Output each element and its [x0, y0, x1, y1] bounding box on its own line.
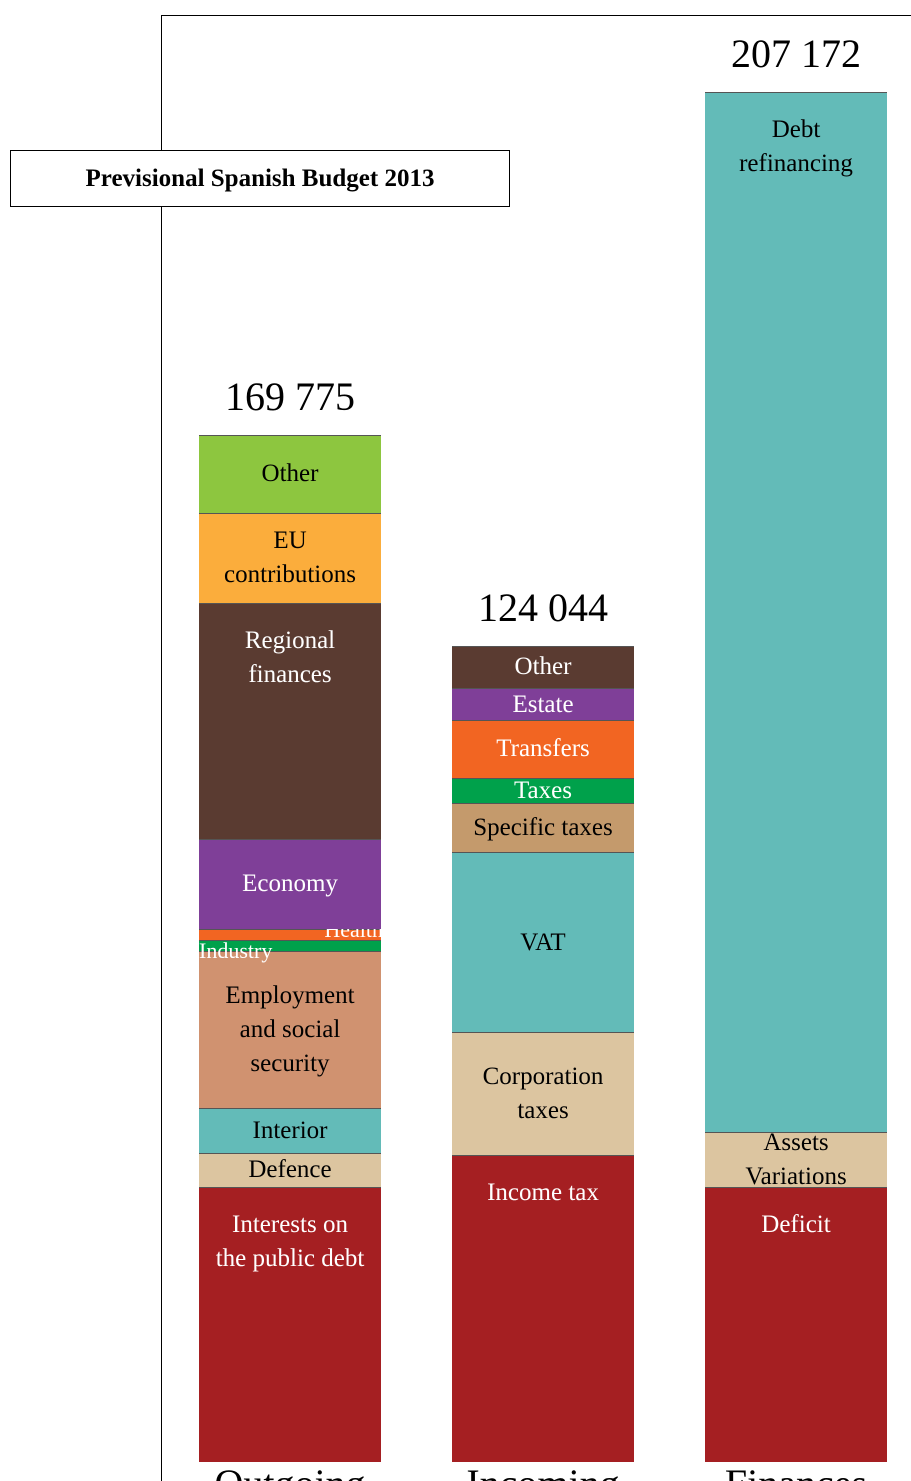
- segment-label: Interests on the public debt: [215, 1210, 365, 1272]
- segment-label: Transfers: [496, 735, 590, 763]
- bar-segment: Estate: [452, 688, 634, 720]
- segment-label: Debt refinancing: [739, 115, 853, 177]
- segment-label: Interior: [252, 1117, 328, 1145]
- segment-label: Assets Variations: [745, 1128, 847, 1190]
- bar-segment: Debt refinancing: [705, 91, 887, 1132]
- segment-label: Regional finances: [244, 626, 336, 688]
- bar-segment: Health: [199, 918, 383, 940]
- bar-segment: Income tax: [452, 1155, 634, 1462]
- x-tick-label: Finances: [666, 1460, 911, 1481]
- bar-segment: Employment and social security: [199, 951, 381, 1109]
- segment-label: Corporation taxes: [482, 1063, 604, 1125]
- bar-segment: Regional finances: [199, 602, 381, 839]
- bar-segment: Specific taxes: [452, 803, 634, 853]
- bar-segment: Assets Variations: [705, 1129, 887, 1190]
- bar-segment: Defence: [199, 1153, 381, 1187]
- bar-segment: VAT: [452, 852, 634, 1033]
- frame-line: [161, 15, 911, 16]
- segment-label: Industry: [199, 938, 273, 964]
- x-tick-label: Outgoing: [160, 1460, 420, 1481]
- segment-label: Estate: [512, 690, 574, 718]
- segment-label: Specific taxes: [473, 814, 613, 842]
- total-label: 124 044: [478, 584, 608, 630]
- segment-label: Income tax: [487, 1179, 599, 1207]
- bar-segment: Economy: [199, 838, 381, 929]
- bar-segment: Transfers: [452, 719, 634, 779]
- segment-label: Other: [261, 460, 319, 488]
- segment-label: Employment and social security: [225, 982, 355, 1078]
- total-label: 207 172: [731, 30, 861, 76]
- x-tick-label: Incoming: [413, 1460, 673, 1481]
- bar-segment: Deficit: [705, 1186, 887, 1462]
- bar-segment: EU contributions: [199, 512, 381, 603]
- segment-label: Taxes: [514, 777, 572, 805]
- chart-title: Previsional Spanish Budget 2013: [10, 150, 510, 207]
- bar-segment: Corporation taxes: [452, 1032, 634, 1156]
- bar-segment: Taxes: [452, 777, 634, 804]
- segment-label: Defence: [248, 1156, 332, 1184]
- segment-label: VAT: [520, 928, 566, 956]
- bar-segment: Other: [199, 434, 381, 513]
- bar-segment: Industry: [199, 940, 381, 962]
- segment-label: Economy: [242, 870, 338, 898]
- segment-label: EU contributions: [224, 527, 356, 589]
- bar-segment: Interests on the public debt: [199, 1186, 381, 1462]
- segment-label: Deficit: [761, 1210, 831, 1238]
- total-label: 169 775: [225, 373, 355, 419]
- axis-line: [161, 15, 162, 1481]
- bar-segment: Other: [452, 645, 634, 689]
- segment-label: Other: [514, 653, 572, 681]
- bar-segment: Interior: [199, 1108, 381, 1154]
